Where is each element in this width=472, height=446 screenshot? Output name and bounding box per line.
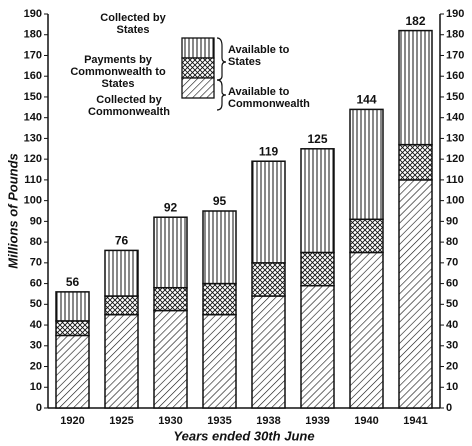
y-axis-label: Millions of Pounds: [5, 153, 20, 269]
y2-tick-label: 160: [446, 70, 464, 82]
total-label: 95: [213, 194, 227, 208]
y-tick-label: 40: [30, 319, 42, 331]
x-tick-label: 1938: [256, 415, 280, 427]
total-label: 125: [307, 132, 327, 146]
annotation: Available to States: [228, 44, 290, 68]
bar-segment: [398, 143, 433, 181]
annotation-box: Available to Commonwealth: [228, 86, 310, 110]
y2-tick-label: 10: [446, 381, 458, 393]
y2-tick-label: 120: [446, 153, 464, 165]
y2-tick-label: 40: [446, 319, 458, 331]
bar-segment: [153, 216, 188, 289]
y2-tick-label: 30: [446, 340, 458, 352]
bar-segment: [251, 160, 286, 264]
y2-tick-label: 80: [446, 236, 458, 248]
bar-segment: [104, 249, 139, 297]
y2-tick-label: 60: [446, 277, 458, 289]
annotation-box: Available to States: [228, 44, 290, 68]
bar-segment: [251, 295, 286, 409]
y-tick-label: 70: [30, 257, 42, 269]
y-tick-label: 0: [36, 402, 42, 414]
bar-segment: [55, 291, 90, 322]
annotation: Available to Commonwealth: [228, 86, 310, 110]
y-tick-label: 30: [30, 340, 42, 352]
y-tick-label: 130: [24, 132, 42, 144]
y2-tick-label: 180: [446, 29, 464, 41]
x-axis-label: Years ended 30th June: [173, 428, 314, 443]
bar-segment: [153, 286, 188, 312]
bar-segment: [398, 29, 433, 146]
legend-label-box: Payments by Commonwealth to States: [70, 54, 166, 90]
legend-label: Payments by Commonwealth to States: [70, 54, 166, 90]
legend-label-box: Collected by States: [100, 12, 166, 36]
x-tick-label: 1935: [207, 415, 231, 427]
total-label: 119: [259, 144, 279, 158]
y2-tick-label: 0: [446, 402, 452, 414]
y2-tick-label: 190: [446, 8, 464, 20]
y-tick-label: 140: [24, 112, 42, 124]
legend-label-box: Collected by Commonwealth: [88, 94, 170, 118]
bar-segment: [202, 210, 237, 285]
y-tick-label: 20: [30, 360, 42, 372]
y2-tick-label: 90: [446, 215, 458, 227]
x-tick-label: 1939: [305, 415, 329, 427]
y-tick-label: 180: [24, 29, 42, 41]
legend-label: Collected by States: [100, 12, 166, 36]
total-label: 92: [164, 200, 178, 214]
legend-swatch: [181, 57, 215, 79]
y-tick-label: 110: [24, 174, 42, 186]
y2-tick-label: 70: [446, 257, 458, 269]
y2-tick-label: 140: [446, 112, 464, 124]
bar-segment: [55, 334, 90, 409]
x-tick-label: 1941: [403, 415, 427, 427]
y-tick-label: 80: [30, 236, 42, 248]
bar-segment: [398, 179, 433, 409]
y-tick-label: 150: [24, 91, 42, 103]
total-label: 76: [115, 234, 129, 248]
y-tick-label: 10: [30, 381, 42, 393]
x-tick-label: 1940: [354, 415, 378, 427]
y2-tick-label: 170: [446, 49, 464, 61]
y2-tick-label: 50: [446, 298, 458, 310]
bar-segment: [300, 251, 335, 287]
x-tick-label: 1930: [158, 415, 182, 427]
y2-tick-label: 100: [446, 195, 464, 207]
y-tick-label: 100: [24, 195, 42, 207]
total-label: 56: [66, 275, 80, 289]
bar-segment: [202, 313, 237, 409]
bar-segment: [300, 284, 335, 409]
bar-segment: [349, 218, 384, 254]
bar-segment: [202, 282, 237, 316]
y2-tick-label: 150: [446, 91, 464, 103]
x-tick-label: 1920: [60, 415, 84, 427]
bar-segment: [153, 309, 188, 409]
bar-segment: [55, 320, 90, 337]
legend-label: Collected by Commonwealth: [88, 94, 170, 118]
y-tick-label: 190: [24, 8, 42, 20]
bar-segment: [251, 262, 286, 297]
bar-segment: [104, 295, 139, 316]
y-tick-label: 160: [24, 70, 42, 82]
total-label: 144: [356, 93, 376, 107]
x-tick-label: 1925: [109, 415, 133, 427]
bar-segment: [104, 313, 139, 409]
total-label: 182: [405, 14, 425, 28]
y2-tick-label: 130: [446, 132, 464, 144]
bar-segment: [300, 148, 335, 254]
y2-tick-label: 20: [446, 360, 458, 372]
legend-swatch: [181, 77, 215, 99]
bar-segment: [349, 251, 384, 409]
y2-tick-label: 110: [446, 174, 464, 186]
y-tick-label: 90: [30, 215, 42, 227]
legend-brace: [216, 79, 227, 111]
y-tick-label: 170: [24, 49, 42, 61]
y-tick-label: 60: [30, 277, 42, 289]
legend-swatch: [181, 37, 215, 59]
legend-brace: [216, 37, 227, 81]
y-tick-label: 120: [24, 153, 42, 165]
y-tick-label: 50: [30, 298, 42, 310]
bar-segment: [349, 108, 384, 221]
